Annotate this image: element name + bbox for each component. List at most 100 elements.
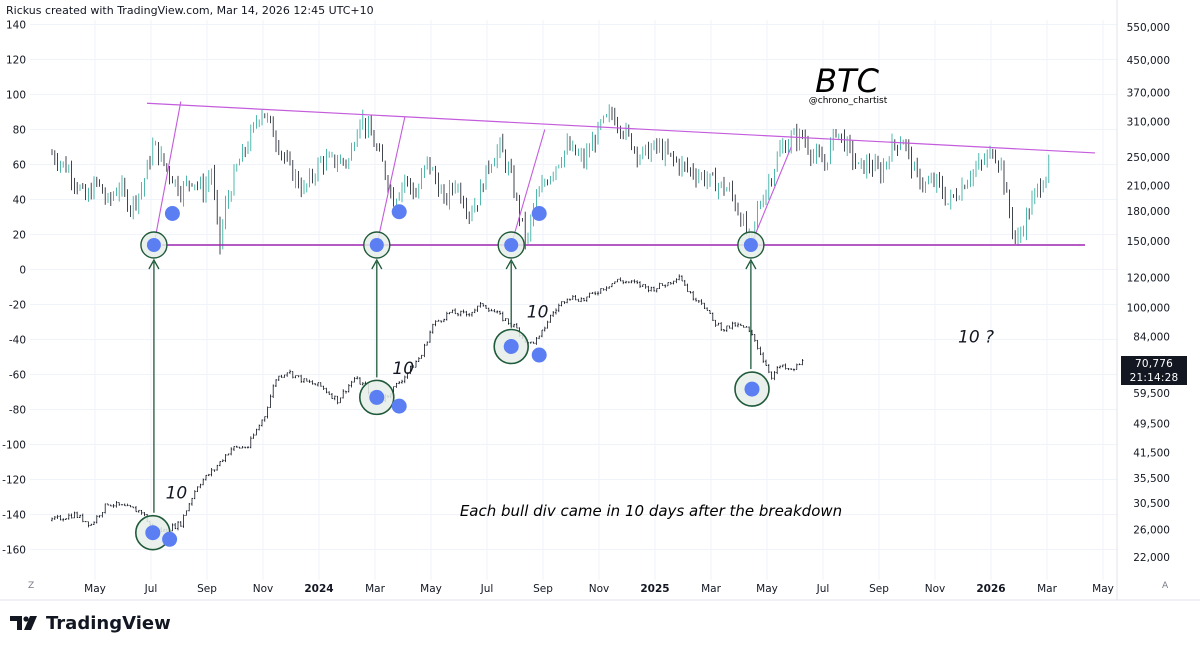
oscillator-y-axis[interactable]: 140 120 100 80 60 40 20 0 -20 -40 -60 -80 -100 -120 -1… [2, 20, 26, 557]
price-marker-dot [503, 339, 519, 355]
price-tick-label: 26,000 [1133, 524, 1170, 536]
oscillator-tick-label: -60 [9, 370, 26, 382]
oscillator-tick-label: -20 [9, 300, 26, 312]
plot-background [30, 20, 1117, 580]
day-count-label: 10 [527, 303, 549, 323]
price-marker-dot [744, 381, 760, 397]
x-tick-label: Jul [816, 583, 830, 595]
x-tick-label: 2025 [640, 583, 669, 595]
oscillator-tick-label: -160 [2, 545, 26, 557]
x-tick-label: 2024 [304, 583, 333, 595]
chart-title: BTC [815, 62, 880, 100]
day-count-label: 10 [392, 359, 414, 379]
price-tick-label: 120,000 [1127, 273, 1170, 285]
price-tick-label: 30,500 [1133, 498, 1170, 510]
drawing-overlays [135, 101, 1096, 551]
grid [0, 0, 1200, 601]
oscillator-tick-label: 40 [13, 195, 26, 207]
price-marker-dot [145, 525, 161, 541]
time-x-axis[interactable]: May Jul Sep Nov 2024 Mar May Jul Sep Nov 2025 Mar Ma… [84, 583, 1114, 595]
x-tick-label: May [84, 583, 106, 595]
x-tick-label: May [756, 583, 778, 595]
oscillator-tick-label: 120 [6, 55, 26, 67]
author-handle: @chrono_chartist [809, 96, 888, 106]
x-tick-label: Nov [925, 583, 946, 595]
tradingview-logo-icon [10, 616, 37, 630]
annotation-labels: 10 10 10 10 ? [166, 303, 994, 504]
x-tick-label: Jul [480, 583, 494, 595]
price-tick-label: 84,000 [1133, 331, 1170, 343]
price-tick-label: 22,000 [1133, 552, 1170, 564]
chart-caption: Each bull div came in 10 days after the … [460, 502, 842, 520]
price-candles [51, 274, 804, 534]
oscillator-tick-label: 80 [13, 125, 26, 137]
price-tick-label: 250,000 [1127, 152, 1170, 164]
day-count-label: 10 ? [958, 327, 994, 347]
oscillator-tick-label: 20 [13, 230, 26, 242]
oscillator-tick-label: -80 [9, 405, 26, 417]
x-tick-label: Mar [1037, 583, 1057, 595]
x-tick-label: Jul [144, 583, 158, 595]
price-tick-label: 100,000 [1127, 303, 1170, 315]
x-tick-label: Nov [253, 583, 274, 595]
price-signal-dot [391, 398, 407, 414]
price-tick-label: 210,000 [1127, 181, 1170, 193]
oscillator-marker-dot [369, 238, 384, 252]
resistance-trendline [146, 102, 1096, 154]
right-corner-label[interactable]: A [1162, 581, 1169, 591]
bounce-trendline [750, 146, 792, 246]
oscillator-candles [51, 104, 1050, 255]
oscillator-signal-dot [164, 206, 180, 221]
price-tick-label: 41,500 [1133, 448, 1170, 460]
oscillator-marker-dot [504, 238, 519, 252]
price-tick-label: 49,500 [1133, 418, 1170, 430]
footer-brand[interactable]: TradingView [10, 611, 171, 635]
oscillator-tick-label: -40 [9, 335, 26, 347]
current-price-tag: 70,776 21:14:28 [1121, 356, 1187, 385]
oscillator-signal-dot [391, 204, 407, 220]
price-tick-label: 59,500 [1133, 388, 1170, 400]
bounce-trendline [376, 117, 406, 246]
oscillator-tick-label: 0 [19, 265, 26, 277]
left-corner-label[interactable]: Z [28, 581, 35, 591]
x-tick-label: May [420, 583, 442, 595]
oscillator-tick-label: -100 [2, 440, 26, 452]
price-tick-label: 550,000 [1127, 22, 1170, 34]
breakdown-arrowhead [148, 258, 160, 270]
price-signal-dot [162, 531, 178, 547]
oscillator-tick-label: 60 [13, 160, 26, 172]
price-tick-label: 370,000 [1127, 87, 1170, 99]
x-tick-label: 2026 [976, 583, 1005, 595]
current-price: 70,776 [1135, 358, 1173, 370]
x-tick-label: Mar [701, 583, 721, 595]
oscillator-marker-dot [743, 238, 758, 252]
bar-countdown: 21:14:28 [1129, 372, 1179, 384]
price-y-axis[interactable]: 550,000 450,000 370,000 310,000 250,000 210,0… [1127, 22, 1170, 564]
price-tick-label: 150,000 [1127, 236, 1170, 248]
bounce-trendline [510, 129, 546, 246]
oscillator-tick-label: 100 [6, 90, 26, 102]
bounce-trendline [153, 101, 182, 246]
price-tick-label: 35,500 [1133, 473, 1170, 485]
oscillator-tick-label: -120 [2, 475, 26, 487]
day-count-label: 10 [166, 484, 188, 504]
oscillator-tick-label: 140 [6, 20, 26, 32]
price-tick-label: 310,000 [1127, 116, 1170, 128]
x-tick-label: Nov [589, 583, 610, 595]
price-marker-dot [369, 389, 385, 405]
oscillator-signal-dot [531, 206, 547, 221]
price-tick-label: 450,000 [1127, 55, 1170, 67]
x-tick-label: Mar [365, 583, 385, 595]
breakdown-arrowhead [371, 258, 383, 270]
price-tick-label: 180,000 [1127, 206, 1170, 218]
breakdown-arrowhead [745, 258, 757, 270]
oscillator-tick-label: -140 [2, 510, 26, 522]
oscillator-marker-dot [146, 238, 161, 252]
breakdown-arrowhead [505, 258, 517, 270]
x-tick-label: May [1092, 583, 1114, 595]
price-signal-dot [531, 347, 547, 363]
x-tick-label: Sep [197, 583, 217, 595]
attribution-header: Rickus created with TradingView.com, Mar… [6, 4, 374, 17]
x-tick-label: Sep [869, 583, 889, 595]
